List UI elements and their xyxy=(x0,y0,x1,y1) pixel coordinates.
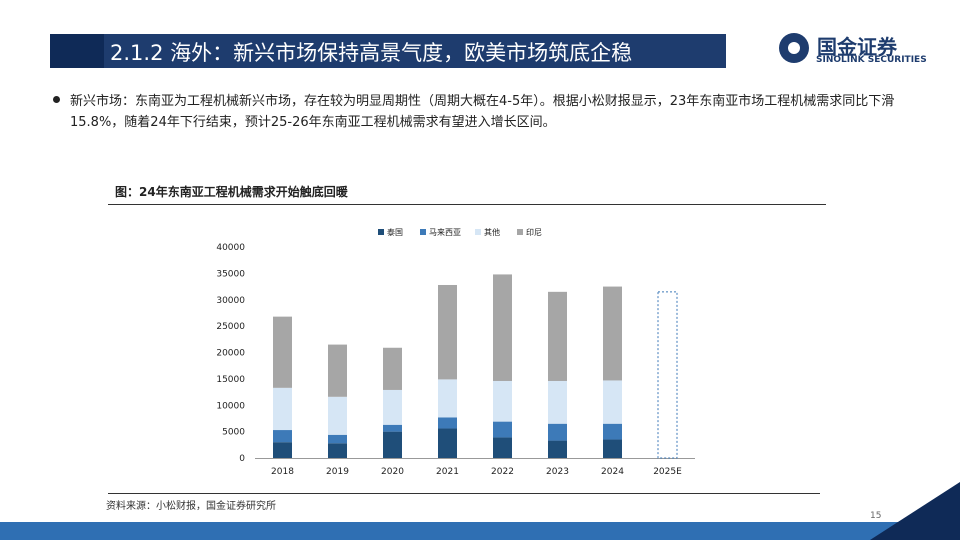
title-bar-accent xyxy=(50,34,104,68)
bar-segment xyxy=(328,443,347,458)
legend-swatch xyxy=(420,229,426,235)
bar-segment xyxy=(493,380,512,422)
chart-caption: 图：24年东南亚工程机械需求开始触底回暖 xyxy=(115,185,348,199)
bar-segment xyxy=(548,291,567,381)
bullet-dot-icon xyxy=(53,96,60,103)
bar-segment xyxy=(548,440,567,458)
y-tick-label: 20000 xyxy=(216,349,245,359)
bar-segment xyxy=(438,379,457,418)
y-tick-label: 30000 xyxy=(216,296,245,306)
title-bar xyxy=(50,34,726,68)
x-tick-label: 2018 xyxy=(271,467,294,477)
x-tick-label: 2025E xyxy=(653,467,682,477)
source-divider xyxy=(108,493,820,494)
bar-segment xyxy=(273,430,292,443)
bar-segment xyxy=(273,387,292,431)
bar-segment xyxy=(383,424,402,432)
y-tick-label: 5000 xyxy=(222,428,245,438)
legend-label: 泰国 xyxy=(387,227,403,237)
forecast-bar xyxy=(657,291,678,459)
caption-divider xyxy=(108,204,826,205)
legend-swatch xyxy=(517,229,523,235)
legend-swatch xyxy=(378,229,384,235)
bar-segment xyxy=(273,442,292,458)
page-number: 15 xyxy=(870,511,882,521)
logo-mark-icon xyxy=(779,33,809,63)
bar-segment xyxy=(493,437,512,458)
legend-swatch xyxy=(475,229,481,235)
legend-label: 其他 xyxy=(484,227,500,237)
x-tick-label: 2022 xyxy=(491,467,514,477)
bar-segment xyxy=(438,428,457,458)
x-tick-label: 2024 xyxy=(601,467,624,477)
y-tick-label: 15000 xyxy=(216,375,245,385)
bullet-paragraph: 新兴市场：东南亚为工程机械新兴市场，存在较为明显周期性（周期大概在4-5年）。根… xyxy=(70,94,895,130)
bar-segment xyxy=(603,439,622,458)
bar-segment xyxy=(603,286,622,381)
bar-segment xyxy=(548,380,567,424)
company-logo: 国金证券 SINOLINK SECURITIES xyxy=(779,31,949,69)
bar-segment xyxy=(383,347,402,390)
bar-segment xyxy=(273,316,292,388)
source-note: 资料来源：小松财报，国金证券研究所 xyxy=(106,501,276,512)
x-tick-label: 2023 xyxy=(546,467,569,477)
x-tick-label: 2019 xyxy=(326,467,349,477)
y-tick-label: 10000 xyxy=(216,401,245,411)
bar-segment xyxy=(603,380,622,424)
y-tick-label: 40000 xyxy=(216,243,245,253)
x-tick-label: 2021 xyxy=(436,467,459,477)
logo-name-en: SINOLINK SECURITIES xyxy=(816,55,927,65)
bar-segment xyxy=(548,423,567,441)
legend-label: 印尼 xyxy=(526,228,542,237)
y-tick-label: 35000 xyxy=(216,269,245,279)
bar-segment xyxy=(603,423,622,440)
bar-segment xyxy=(328,344,347,397)
bar-segment xyxy=(438,284,457,380)
logo-name-cn: 国金证券 xyxy=(817,35,897,59)
legend-label: 马来西亚 xyxy=(429,228,461,237)
bar-segment xyxy=(328,434,347,444)
bar-segment xyxy=(493,421,512,438)
page-title: 2.1.2 海外：新兴市场保持高景气度，欧美市场筑底企稳 xyxy=(110,41,633,65)
bar-segment xyxy=(493,274,512,381)
bar-segment xyxy=(438,417,457,429)
bottom-band xyxy=(0,482,960,540)
y-tick-label: 25000 xyxy=(216,322,245,332)
y-tick-label: 0 xyxy=(239,454,245,464)
bar-segment xyxy=(383,431,402,458)
x-tick-label: 2020 xyxy=(381,467,404,477)
bar-segment xyxy=(383,389,402,425)
bar-segment xyxy=(328,396,347,435)
